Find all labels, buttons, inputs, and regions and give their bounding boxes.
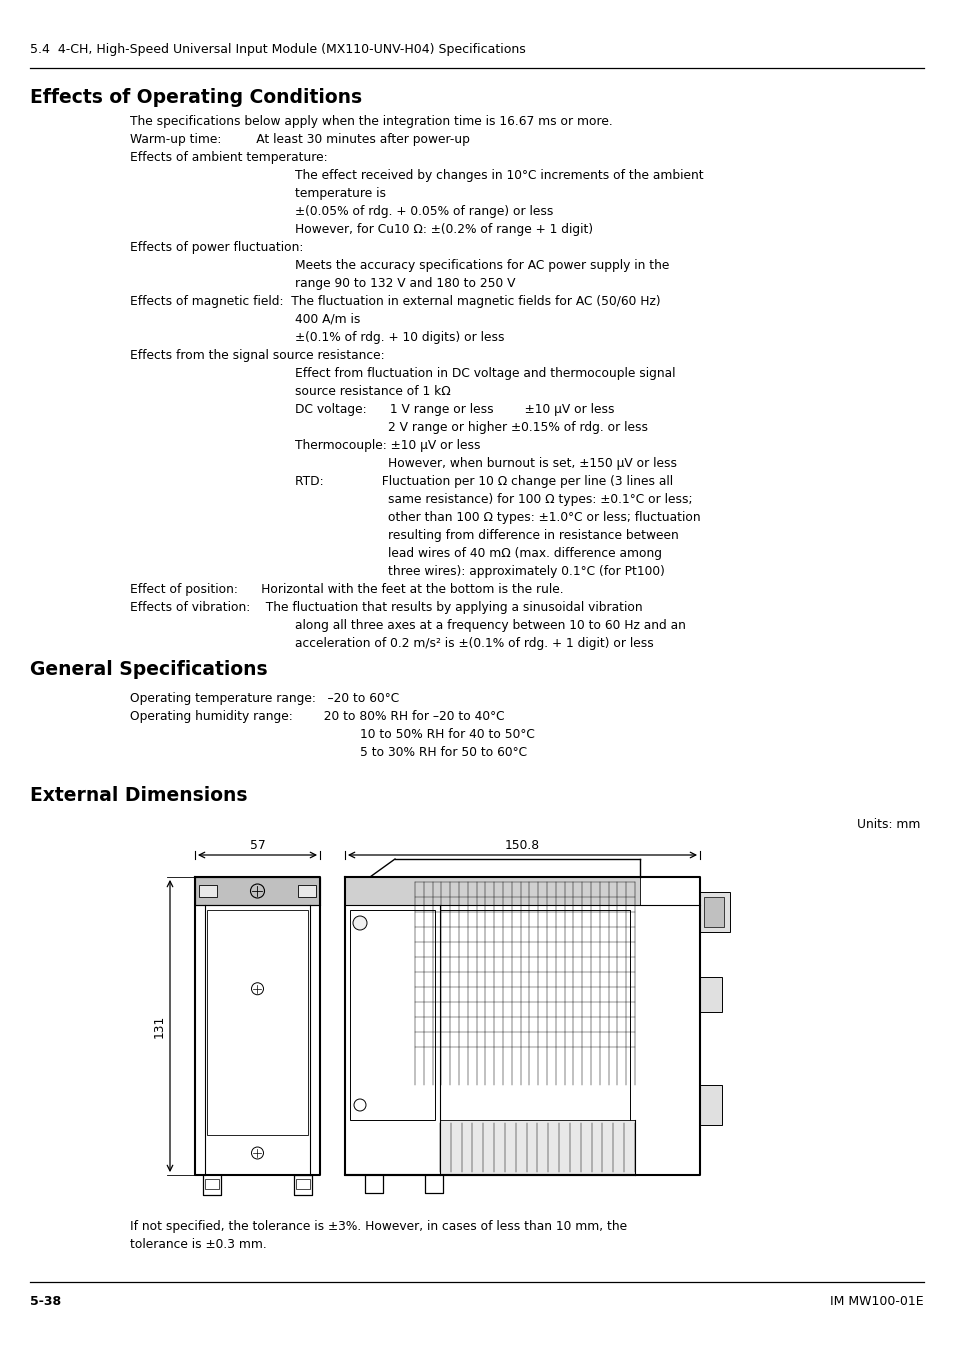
Bar [297,886,315,896]
Text: If not specified, the tolerance is ±3%. However, in cases of less than 10 mm, th: If not specified, the tolerance is ±3%. … [130,1220,626,1233]
Text: 2 V range or higher ±0.15% of rdg. or less: 2 V range or higher ±0.15% of rdg. or le… [294,421,647,433]
Text: IM MW100-01E: IM MW100-01E [829,1295,923,1308]
Text: source resistance of 1 kΩ: source resistance of 1 kΩ [294,385,450,398]
Bar [194,878,319,904]
Text: same resistance) for 100 Ω types: ±0.1°C or less;: same resistance) for 100 Ω types: ±0.1°C… [294,493,692,506]
Circle shape [353,917,367,930]
Text: 131: 131 [152,1014,166,1038]
Text: However, for Cu10 Ω: ±(0.2% of range + 1 digit): However, for Cu10 Ω: ±(0.2% of range + 1… [294,223,593,236]
Text: Effect of position:      Horizontal with the feet at the bottom is the rule.: Effect of position: Horizontal with the … [130,583,563,595]
Text: Effect from fluctuation in DC voltage and thermocouple signal: Effect from fluctuation in DC voltage an… [294,367,675,379]
Bar [700,892,729,931]
Text: Operating temperature range:   –20 to 60°C: Operating temperature range: –20 to 60°C [130,693,399,705]
Text: The effect received by changes in 10°C increments of the ambient: The effect received by changes in 10°C i… [294,169,703,182]
Text: RTD:               Fluctuation per 10 Ω change per line (3 lines all: RTD: Fluctuation per 10 Ω change per lin… [294,475,673,487]
Text: temperature is: temperature is [294,188,386,200]
Bar [345,878,639,904]
Text: Effects of ambient temperature:: Effects of ambient temperature: [130,151,327,163]
Text: Effects of vibration:    The fluctuation that results by applying a sinusoidal v: Effects of vibration: The fluctuation th… [130,601,642,614]
Text: Effects of magnetic field:  The fluctuation in external magnetic fields for AC (: Effects of magnetic field: The fluctuati… [130,296,659,308]
Text: resulting from difference in resistance between: resulting from difference in resistance … [294,529,678,541]
Text: other than 100 Ω types: ±1.0°C or less; fluctuation: other than 100 Ω types: ±1.0°C or less; … [294,512,700,524]
Text: Effects of power fluctuation:: Effects of power fluctuation: [130,242,303,254]
Text: tolerance is ±0.3 mm.: tolerance is ±0.3 mm. [130,1238,267,1251]
Text: along all three axes at a frequency between 10 to 60 Hz and an: along all three axes at a frequency betw… [294,620,685,632]
Text: acceleration of 0.2 m/s² is ±(0.1% of rdg. + 1 digit) or less: acceleration of 0.2 m/s² is ±(0.1% of rd… [294,637,653,649]
Text: The specifications below apply when the integration time is 16.67 ms or more.: The specifications below apply when the … [130,115,612,128]
Text: 10 to 50% RH for 40 to 50°C: 10 to 50% RH for 40 to 50°C [359,728,535,741]
Bar [700,1085,721,1125]
Text: 5.4  4-CH, High-Speed Universal Input Module (MX110-UNV-H04) Specifications: 5.4 4-CH, High-Speed Universal Input Mod… [30,43,525,55]
Bar [295,1179,310,1189]
Bar [703,896,723,927]
Bar [700,977,721,1012]
Text: ±(0.05% of rdg. + 0.05% of range) or less: ±(0.05% of rdg. + 0.05% of range) or les… [294,205,553,217]
Text: 150.8: 150.8 [504,838,539,852]
Bar [205,1179,219,1189]
Text: Warm-up time:         At least 30 minutes after power-up: Warm-up time: At least 30 minutes after … [130,134,470,146]
Text: Effects from the signal source resistance:: Effects from the signal source resistanc… [130,350,384,362]
Text: External Dimensions: External Dimensions [30,786,247,805]
Text: Thermocouple: ±10 μV or less: Thermocouple: ±10 μV or less [294,439,480,452]
Text: 5 to 30% RH for 50 to 60°C: 5 to 30% RH for 50 to 60°C [359,747,527,759]
Text: three wires): approximately 0.1°C (for Pt100): three wires): approximately 0.1°C (for P… [294,566,664,578]
Text: DC voltage:      1 V range or less        ±10 μV or less: DC voltage: 1 V range or less ±10 μV or … [294,404,614,416]
Bar [199,886,216,896]
Text: 57: 57 [250,838,265,852]
Bar [439,1120,635,1174]
Text: General Specifications: General Specifications [30,660,268,679]
Text: range 90 to 132 V and 180 to 250 V: range 90 to 132 V and 180 to 250 V [294,277,515,290]
Bar [350,910,435,1120]
Text: lead wires of 40 mΩ (max. difference among: lead wires of 40 mΩ (max. difference amo… [294,547,661,560]
Text: Meets the accuracy specifications for AC power supply in the: Meets the accuracy specifications for AC… [294,259,669,271]
Text: 5-38: 5-38 [30,1295,61,1308]
Text: However, when burnout is set, ±150 μV or less: However, when burnout is set, ±150 μV or… [294,458,677,470]
Text: ±(0.1% of rdg. + 10 digits) or less: ±(0.1% of rdg. + 10 digits) or less [294,331,504,344]
Bar [439,910,629,1145]
Bar [207,910,308,1135]
Text: Operating humidity range:        20 to 80% RH for –20 to 40°C: Operating humidity range: 20 to 80% RH f… [130,710,504,724]
Text: Effects of Operating Conditions: Effects of Operating Conditions [30,88,362,107]
Text: Units: mm: Units: mm [856,818,919,832]
Text: 400 A/m is: 400 A/m is [294,313,360,325]
